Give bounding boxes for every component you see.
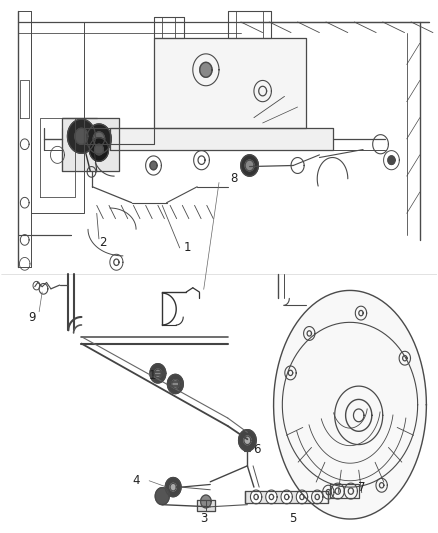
Polygon shape <box>239 430 256 451</box>
Polygon shape <box>87 124 111 154</box>
Polygon shape <box>399 351 410 365</box>
Polygon shape <box>245 491 328 503</box>
Polygon shape <box>266 490 277 504</box>
Text: 2: 2 <box>99 236 106 249</box>
Polygon shape <box>150 364 166 383</box>
Polygon shape <box>197 500 215 511</box>
Polygon shape <box>155 488 169 505</box>
Polygon shape <box>388 156 395 164</box>
Polygon shape <box>167 374 183 393</box>
Polygon shape <box>154 369 161 377</box>
Text: 8: 8 <box>230 172 238 185</box>
Polygon shape <box>344 483 357 499</box>
Text: 6: 6 <box>253 443 261 456</box>
Polygon shape <box>296 490 307 504</box>
Polygon shape <box>274 290 426 519</box>
Polygon shape <box>67 119 95 154</box>
Polygon shape <box>285 366 296 380</box>
Text: 1: 1 <box>148 369 155 382</box>
Text: 4: 4 <box>132 474 140 487</box>
Text: 7: 7 <box>358 481 365 494</box>
Polygon shape <box>355 306 367 320</box>
Polygon shape <box>244 436 251 445</box>
Polygon shape <box>335 386 383 445</box>
Text: 1: 1 <box>184 241 191 254</box>
Polygon shape <box>376 479 387 492</box>
Polygon shape <box>323 485 334 499</box>
Polygon shape <box>172 379 179 388</box>
Polygon shape <box>169 382 182 386</box>
Polygon shape <box>346 399 372 431</box>
Polygon shape <box>75 128 88 144</box>
Polygon shape <box>150 161 157 169</box>
Polygon shape <box>304 327 315 341</box>
Polygon shape <box>245 160 254 171</box>
Text: 9: 9 <box>28 311 36 324</box>
Polygon shape <box>241 155 258 176</box>
Polygon shape <box>89 138 109 161</box>
Polygon shape <box>281 490 292 504</box>
Polygon shape <box>110 128 332 150</box>
Polygon shape <box>251 490 262 504</box>
Text: 5: 5 <box>289 512 296 525</box>
Polygon shape <box>311 490 323 504</box>
Polygon shape <box>170 483 176 491</box>
Polygon shape <box>151 372 164 375</box>
Polygon shape <box>331 483 344 499</box>
Polygon shape <box>165 478 181 497</box>
Polygon shape <box>62 118 119 171</box>
Polygon shape <box>200 62 212 77</box>
Polygon shape <box>95 144 103 155</box>
Polygon shape <box>93 132 105 146</box>
Polygon shape <box>201 495 211 508</box>
Text: 3: 3 <box>200 512 208 525</box>
Polygon shape <box>153 38 306 128</box>
Polygon shape <box>353 409 364 422</box>
Polygon shape <box>330 484 359 498</box>
